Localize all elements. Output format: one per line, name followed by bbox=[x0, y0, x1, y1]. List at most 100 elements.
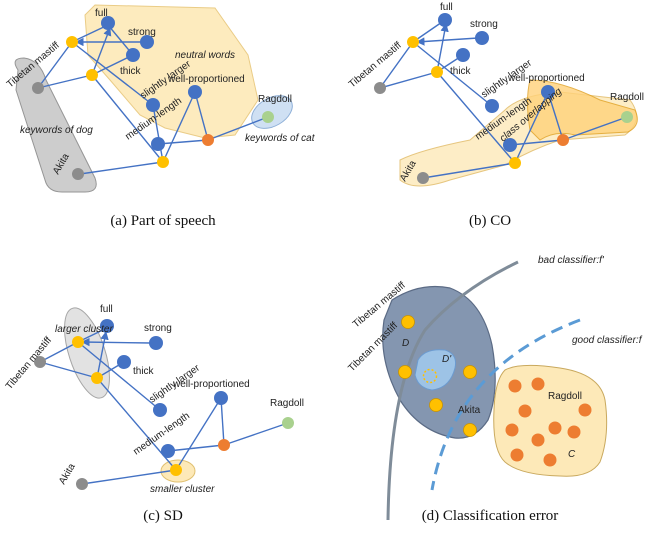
node-medium-length bbox=[503, 138, 517, 152]
edge bbox=[220, 397, 225, 446]
node-tibetan-mastiff bbox=[32, 82, 44, 94]
node-yellow bbox=[429, 398, 443, 412]
label-well-proportioned: well-proportioned bbox=[507, 73, 585, 84]
larger-cluster-region bbox=[64, 307, 110, 399]
edge bbox=[379, 71, 438, 89]
node-yellow bbox=[509, 157, 521, 169]
caption-d: (d) Classification error bbox=[422, 508, 559, 524]
panel-c: full strong thick slightly larger well-p… bbox=[4, 304, 304, 524]
node-tibetan-mastiff bbox=[374, 82, 386, 94]
edge bbox=[514, 91, 549, 164]
bad-classifier-line bbox=[386, 260, 519, 521]
panel-a: full strong thick slightly larger well-p… bbox=[5, 4, 316, 229]
edge bbox=[194, 91, 209, 141]
edge bbox=[509, 139, 564, 146]
neutral-words-region bbox=[84, 4, 259, 139]
panel-d: bad classifier:f' good classifier:f Tibe… bbox=[346, 255, 642, 524]
edge bbox=[81, 469, 177, 485]
edge bbox=[379, 41, 414, 89]
node-full bbox=[101, 16, 115, 30]
label-full: full bbox=[440, 2, 453, 13]
node-ragdoll bbox=[262, 111, 274, 123]
caption-a: (a) Part of speech bbox=[110, 213, 216, 229]
label-thick: thick bbox=[133, 366, 155, 377]
node-strong bbox=[475, 31, 489, 45]
node-yellow bbox=[431, 66, 443, 78]
node-yellow bbox=[398, 365, 412, 379]
node-slightly-larger bbox=[153, 403, 167, 417]
label-bad-classifier: bad classifier:f' bbox=[538, 255, 605, 266]
node-orange bbox=[531, 433, 545, 447]
node-strong bbox=[140, 35, 154, 49]
node-well-proportioned bbox=[188, 85, 202, 99]
label-akita: Akita bbox=[57, 461, 78, 486]
edge bbox=[547, 91, 564, 141]
edge bbox=[175, 397, 222, 471]
label-good-classifier: good classifier:f bbox=[572, 335, 643, 346]
node-well-proportioned bbox=[214, 391, 228, 405]
edge bbox=[37, 74, 93, 89]
node-orange bbox=[557, 134, 569, 146]
edge bbox=[422, 162, 516, 179]
caption-b: (b) CO bbox=[469, 213, 511, 229]
label-thick: thick bbox=[120, 66, 142, 77]
node-orange bbox=[505, 423, 519, 437]
label-smaller-cluster: smaller cluster bbox=[150, 484, 215, 495]
node-orange bbox=[578, 403, 592, 417]
node-yellow bbox=[66, 36, 78, 48]
label-neutral-words: neutral words bbox=[175, 50, 235, 61]
edge bbox=[562, 116, 628, 141]
node-medium-length bbox=[161, 444, 175, 458]
node-thick bbox=[117, 355, 131, 369]
edge bbox=[81, 337, 152, 347]
node-yellow bbox=[401, 315, 415, 329]
node-akita bbox=[72, 168, 84, 180]
node-orange bbox=[510, 448, 524, 462]
label-strong: strong bbox=[128, 27, 156, 38]
good-classifier-line bbox=[430, 318, 581, 491]
edge bbox=[39, 361, 98, 379]
edge bbox=[416, 37, 479, 46]
edge bbox=[91, 27, 112, 76]
edge bbox=[436, 71, 516, 164]
node-orange bbox=[531, 377, 545, 391]
node-akita bbox=[76, 478, 88, 490]
edge bbox=[157, 139, 209, 145]
node-yellow bbox=[86, 69, 98, 81]
label-akita: Akita bbox=[458, 405, 481, 416]
label-keywords-cat: keywords of cat bbox=[245, 133, 316, 144]
edge bbox=[96, 331, 109, 379]
edge bbox=[152, 104, 164, 163]
node-tibetan-mastiff bbox=[34, 356, 46, 368]
edge bbox=[162, 91, 196, 163]
label-tibetan-mastiff: Tibetan mastiff bbox=[347, 40, 404, 90]
label-thick: thick bbox=[450, 66, 472, 77]
edge bbox=[71, 41, 154, 106]
edge bbox=[91, 54, 134, 76]
edge bbox=[412, 41, 493, 107]
edge bbox=[207, 116, 269, 141]
node-strong bbox=[149, 336, 163, 350]
label-full: full bbox=[100, 304, 113, 315]
edge bbox=[167, 444, 225, 452]
label-ragdoll: Ragdoll bbox=[270, 398, 304, 409]
node-yellow bbox=[170, 464, 182, 476]
node-yellow bbox=[463, 365, 477, 379]
label-keywords-dog: keywords of dog bbox=[20, 125, 93, 136]
node-full bbox=[438, 13, 452, 27]
node-orange bbox=[508, 379, 522, 393]
node-well-proportioned bbox=[541, 85, 555, 99]
node-slightly-larger bbox=[485, 99, 499, 113]
edge bbox=[37, 41, 73, 89]
node-ragdoll bbox=[621, 111, 633, 123]
node-orange bbox=[202, 134, 214, 146]
edge bbox=[79, 161, 164, 175]
label-well-proportioned: well-proportioned bbox=[172, 379, 250, 390]
node-thick bbox=[456, 48, 470, 62]
edge bbox=[223, 422, 289, 446]
node-orange bbox=[218, 439, 230, 451]
label-ragdoll: Ragdoll bbox=[610, 92, 644, 103]
node-thick bbox=[126, 48, 140, 62]
label-D: D bbox=[402, 338, 409, 349]
